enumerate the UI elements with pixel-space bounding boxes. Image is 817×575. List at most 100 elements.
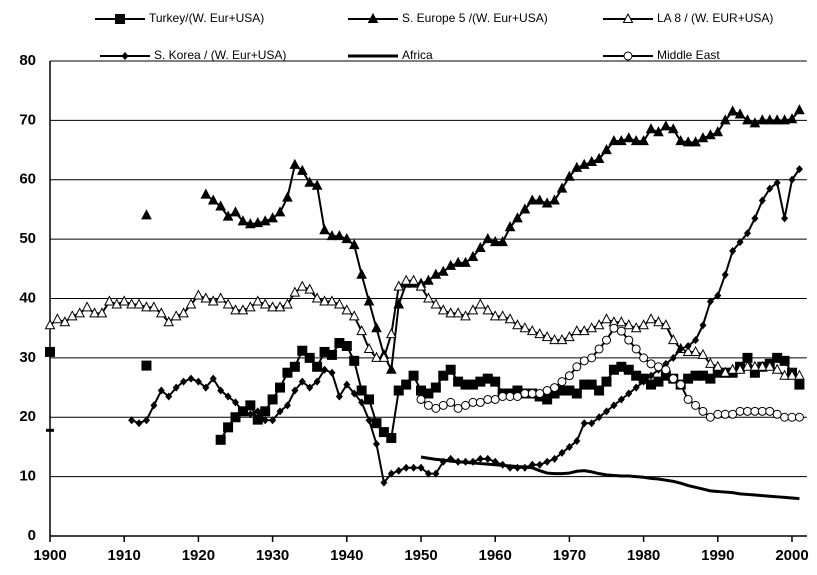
marker	[223, 422, 234, 433]
marker	[453, 403, 463, 413]
marker	[423, 274, 434, 285]
marker	[786, 113, 798, 124]
marker	[549, 333, 560, 345]
marker	[653, 376, 664, 387]
marker	[781, 214, 789, 223]
marker	[460, 310, 471, 321]
marker	[259, 298, 271, 309]
marker	[121, 52, 129, 60]
marker	[416, 385, 426, 396]
marker	[489, 310, 501, 321]
marker	[766, 184, 774, 193]
marker	[178, 307, 189, 318]
marker	[667, 333, 679, 345]
marker	[437, 265, 449, 276]
marker	[623, 364, 634, 375]
marker	[786, 369, 798, 380]
marker	[222, 298, 234, 309]
marker	[289, 361, 300, 372]
marker	[697, 348, 709, 359]
marker	[371, 418, 382, 429]
marker	[734, 363, 746, 374]
legend-label: Africa	[402, 48, 433, 62]
marker	[350, 389, 358, 398]
marker	[564, 385, 575, 396]
marker	[298, 377, 306, 386]
marker	[230, 206, 241, 217]
marker	[431, 403, 441, 413]
marker	[543, 457, 551, 466]
marker	[296, 164, 308, 175]
y-tick-label: 30	[19, 349, 36, 366]
marker	[675, 135, 687, 146]
marker	[437, 304, 449, 315]
marker	[155, 307, 167, 318]
marker	[712, 360, 724, 371]
marker	[215, 434, 226, 445]
marker	[321, 365, 329, 374]
marker	[326, 349, 337, 360]
marker	[52, 313, 63, 324]
marker	[728, 409, 738, 419]
marker	[594, 385, 605, 396]
marker	[274, 301, 286, 312]
marker	[363, 342, 375, 353]
marker	[232, 398, 239, 407]
marker	[512, 385, 523, 396]
marker	[475, 397, 485, 407]
marker	[282, 298, 293, 309]
marker	[602, 335, 611, 345]
marker	[630, 322, 642, 333]
y-tick-label: 70	[19, 111, 36, 128]
marker	[224, 392, 232, 401]
marker	[593, 152, 605, 163]
marker	[423, 292, 434, 303]
x-tick-label: 1980	[627, 547, 660, 564]
marker	[705, 373, 716, 384]
marker	[512, 212, 523, 223]
marker	[735, 406, 745, 416]
marker	[535, 389, 545, 398]
marker	[417, 463, 425, 472]
marker	[549, 388, 560, 399]
marker	[556, 385, 567, 396]
marker	[541, 197, 553, 208]
series	[44, 274, 805, 380]
marker	[676, 380, 686, 390]
marker	[490, 376, 501, 387]
marker	[202, 383, 210, 392]
marker	[779, 114, 790, 125]
marker	[408, 274, 419, 285]
marker	[556, 182, 568, 193]
marker	[254, 407, 262, 416]
marker	[742, 360, 753, 371]
marker	[356, 325, 367, 336]
marker	[260, 406, 271, 417]
marker	[749, 367, 760, 378]
marker	[714, 291, 722, 300]
marker	[365, 416, 373, 425]
marker	[743, 229, 751, 238]
marker	[512, 391, 522, 401]
marker	[765, 406, 775, 416]
marker	[660, 120, 672, 131]
marker	[378, 351, 390, 362]
marker	[319, 295, 330, 306]
marker	[304, 176, 316, 187]
marker	[371, 351, 382, 362]
marker	[402, 463, 410, 472]
marker	[669, 353, 677, 362]
marker	[749, 360, 761, 371]
marker	[423, 388, 434, 399]
marker	[586, 322, 597, 333]
marker	[772, 352, 783, 363]
marker	[661, 365, 671, 375]
marker	[534, 328, 546, 339]
marker	[758, 196, 766, 205]
marker	[771, 363, 783, 374]
marker	[304, 283, 316, 294]
legend-item: Middle East	[603, 48, 720, 62]
marker	[727, 105, 738, 116]
marker	[632, 383, 640, 392]
